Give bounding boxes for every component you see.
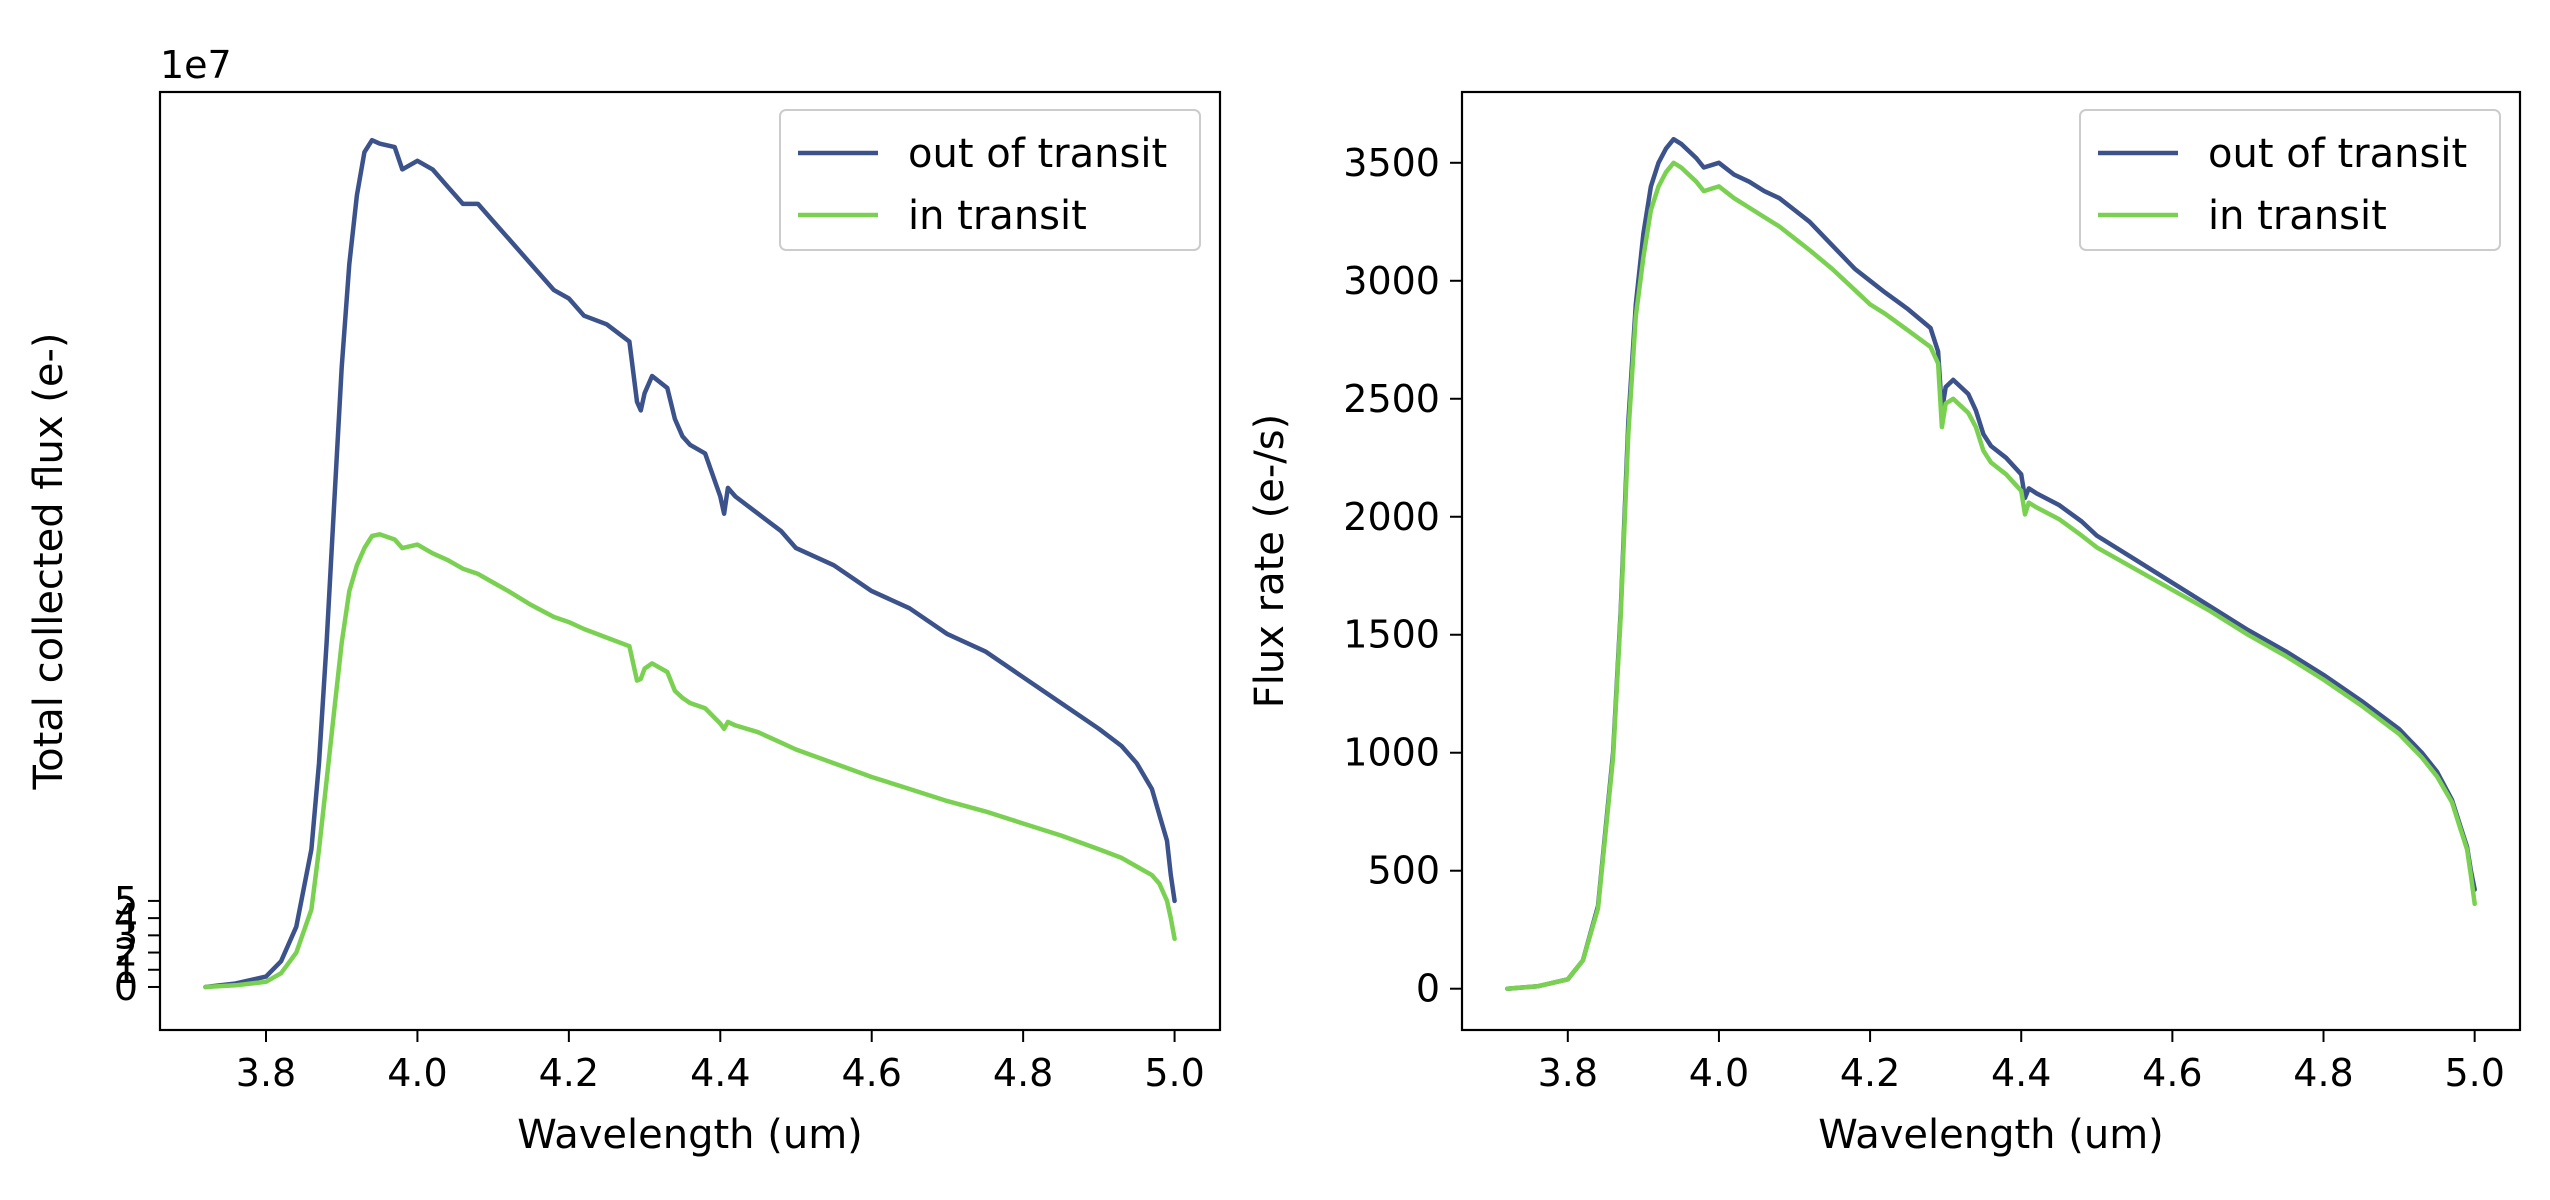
x-tick-label: 5.0: [2444, 1051, 2504, 1095]
legend: out of transit in transit: [2079, 109, 2501, 251]
y-tick-label: 3500: [1343, 141, 1440, 185]
x-tick-label: 4.8: [993, 1051, 1053, 1095]
x-tick-label: 5.0: [1144, 1051, 1204, 1095]
chart-right: 3.8 4.0 4.2 4.4 4.6 4.8 5.0 0 500 1000 1500 2000 250…: [1247, 90, 2522, 1158]
legend-label: out of transit: [908, 131, 1167, 177]
x-tick-label: 4.0: [1689, 1051, 1749, 1095]
x-tick-label: 4.2: [1840, 1051, 1900, 1095]
x-tick-label: 3.8: [236, 1051, 296, 1095]
legend: out of transit in transit: [779, 109, 1201, 251]
x-tick-label: 4.6: [841, 1051, 901, 1095]
y-tick-label: 3: [114, 913, 138, 957]
legend-box: [779, 109, 1201, 251]
y-tick-label: 0: [114, 965, 138, 1009]
legend-label: in transit: [2208, 193, 2387, 239]
series-line-out-of-transit: [1505, 136, 2477, 991]
x-tick-label: 3.8: [1538, 1051, 1598, 1095]
y-tick-label: 0: [1416, 967, 1440, 1011]
axes-frame: [1460, 90, 2522, 1032]
y-tick-label: 500: [1367, 849, 1440, 893]
y-axis-label: Flux rate (e-/s): [1247, 414, 1293, 708]
x-tick-label: 4.8: [2293, 1051, 2353, 1095]
x-tick-label: 4.4: [1991, 1051, 2051, 1095]
y-tick-label: 1: [114, 948, 138, 992]
y-tick-label: 1000: [1343, 731, 1440, 775]
series-line-out-of-transit: [203, 137, 1177, 990]
y-tick-label: 1500: [1343, 613, 1440, 657]
legend-label: out of transit: [2208, 131, 2467, 177]
x-tick-label: 4.6: [2142, 1051, 2202, 1095]
series-line-in-transit: [1505, 160, 2477, 991]
y-tick-label: 5: [114, 879, 138, 923]
axes-frame: [158, 90, 1222, 1032]
y-axis-label: Total collected flux (e-): [26, 332, 72, 790]
x-axis-label: Wavelength (um): [517, 1112, 863, 1158]
x-axis-label: Wavelength (um): [1818, 1112, 2164, 1158]
y-tick-label: 4: [114, 896, 138, 940]
x-tick-label: 4.2: [539, 1051, 599, 1095]
legend-box: [2079, 109, 2501, 251]
series-line-in-transit: [203, 532, 1177, 990]
x-tick-label: 4.0: [387, 1051, 447, 1095]
y-tick-label: 2500: [1343, 377, 1440, 421]
legend-label: in transit: [908, 193, 1087, 239]
y-tick-label: 2000: [1343, 495, 1440, 539]
y-tick-label: 2: [114, 931, 138, 975]
y-offset-label: 1e7: [160, 43, 232, 87]
y-tick-label: 3000: [1343, 259, 1440, 303]
x-tick-label: 4.4: [690, 1051, 750, 1095]
